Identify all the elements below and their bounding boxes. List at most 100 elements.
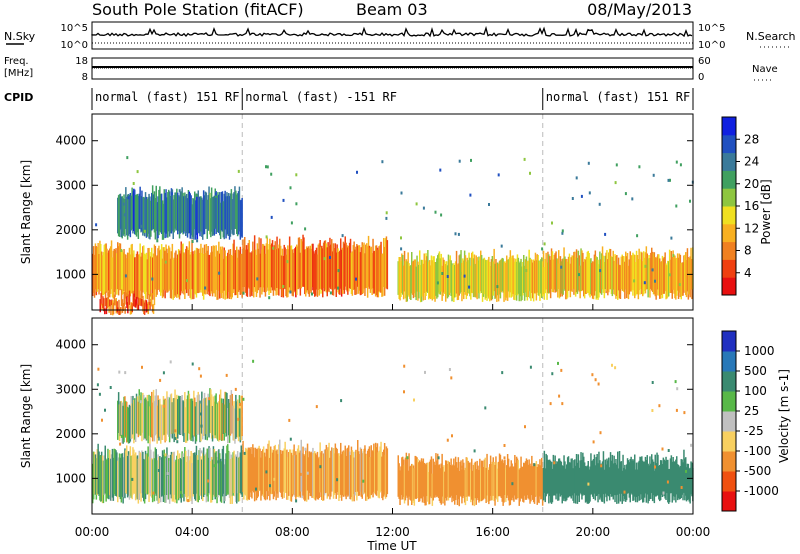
data-cell <box>642 460 644 503</box>
data-cell <box>112 457 115 501</box>
data-cell <box>158 245 160 289</box>
data-cell <box>654 465 656 469</box>
data-cell <box>118 243 121 291</box>
data-cell <box>370 445 372 496</box>
data-cell <box>437 255 439 298</box>
data-cell <box>350 252 353 294</box>
data-cell <box>497 173 500 177</box>
data-cell <box>115 248 117 290</box>
data-cell <box>133 400 135 444</box>
data-cell <box>185 248 187 290</box>
data-cell <box>220 249 223 298</box>
data-cell <box>542 467 545 501</box>
data-cell <box>129 406 132 442</box>
data-cell <box>207 393 209 437</box>
data-cell <box>151 402 154 442</box>
data-cell <box>158 400 160 441</box>
data-cell <box>687 463 690 500</box>
data-cell <box>451 434 453 438</box>
data-cell <box>177 395 180 434</box>
data-cell <box>200 196 202 232</box>
data-cell <box>207 195 209 231</box>
data-cell <box>584 466 587 503</box>
data-cell <box>307 457 310 500</box>
data-cell <box>143 245 145 291</box>
data-cell <box>295 202 298 206</box>
data-cell <box>150 200 152 237</box>
data-cell <box>487 259 489 297</box>
data-cell <box>231 255 233 298</box>
data-cell <box>248 240 250 289</box>
data-cell <box>676 257 678 296</box>
data-cell <box>429 459 432 497</box>
data-cell <box>561 465 563 504</box>
data-cell <box>141 365 143 369</box>
data-cell <box>115 298 117 314</box>
data-cell <box>165 458 167 503</box>
data-cell <box>527 260 529 297</box>
data-cell <box>279 238 281 290</box>
data-cell <box>247 447 250 500</box>
nave-tick-bottom: 0 <box>698 72 704 83</box>
data-cell <box>586 251 589 293</box>
data-cell <box>228 254 231 299</box>
data-cell <box>227 450 230 495</box>
data-cell <box>589 466 591 502</box>
data-cell <box>209 447 211 495</box>
data-cell <box>149 301 151 310</box>
data-cell <box>507 458 510 462</box>
data-cell <box>179 490 182 494</box>
data-cell <box>212 446 215 495</box>
data-cell <box>616 255 618 296</box>
data-cell <box>202 398 205 436</box>
power-data-layer <box>92 114 694 316</box>
data-cell <box>328 245 330 293</box>
data-cell <box>340 442 342 495</box>
data-cell <box>227 252 229 299</box>
data-cell <box>371 253 373 295</box>
data-cell <box>466 257 468 296</box>
data-cell <box>420 259 423 302</box>
data-cell <box>95 223 98 227</box>
data-cell <box>200 450 203 454</box>
data-cell <box>106 297 109 309</box>
data-cell <box>605 252 607 294</box>
data-cell <box>194 250 196 294</box>
data-cell <box>363 449 365 494</box>
data-cell <box>149 196 151 240</box>
data-cell <box>238 186 241 232</box>
data-cell <box>141 450 143 494</box>
data-cell <box>276 449 278 494</box>
data-cell <box>676 464 679 501</box>
data-cell <box>471 251 474 294</box>
data-cell <box>130 396 132 440</box>
data-cell <box>106 248 108 292</box>
data-cell <box>496 462 498 500</box>
data-cell <box>592 261 595 300</box>
data-cell <box>454 265 456 298</box>
data-cell <box>140 392 142 436</box>
data-cell <box>610 460 613 497</box>
data-cell <box>644 456 647 494</box>
data-cell <box>639 259 641 295</box>
data-cell <box>356 244 358 295</box>
data-cell <box>119 442 122 446</box>
data-cell <box>434 210 437 214</box>
data-cell <box>153 458 156 502</box>
power-colorbar-tick-label: 24 <box>744 155 759 169</box>
data-cell <box>500 244 503 248</box>
data-cell <box>299 252 302 296</box>
y-tick-label: 4000 <box>55 134 86 148</box>
data-cell <box>590 453 592 495</box>
data-cell <box>598 264 600 298</box>
data-cell <box>288 449 291 492</box>
data-cell <box>94 454 97 495</box>
data-cell <box>185 399 188 443</box>
data-cell <box>667 260 669 298</box>
data-cell <box>169 360 172 364</box>
data-cell <box>129 193 132 238</box>
data-cell <box>604 255 606 289</box>
data-cell <box>509 250 512 293</box>
data-cell <box>547 459 549 493</box>
data-cell <box>489 266 492 300</box>
